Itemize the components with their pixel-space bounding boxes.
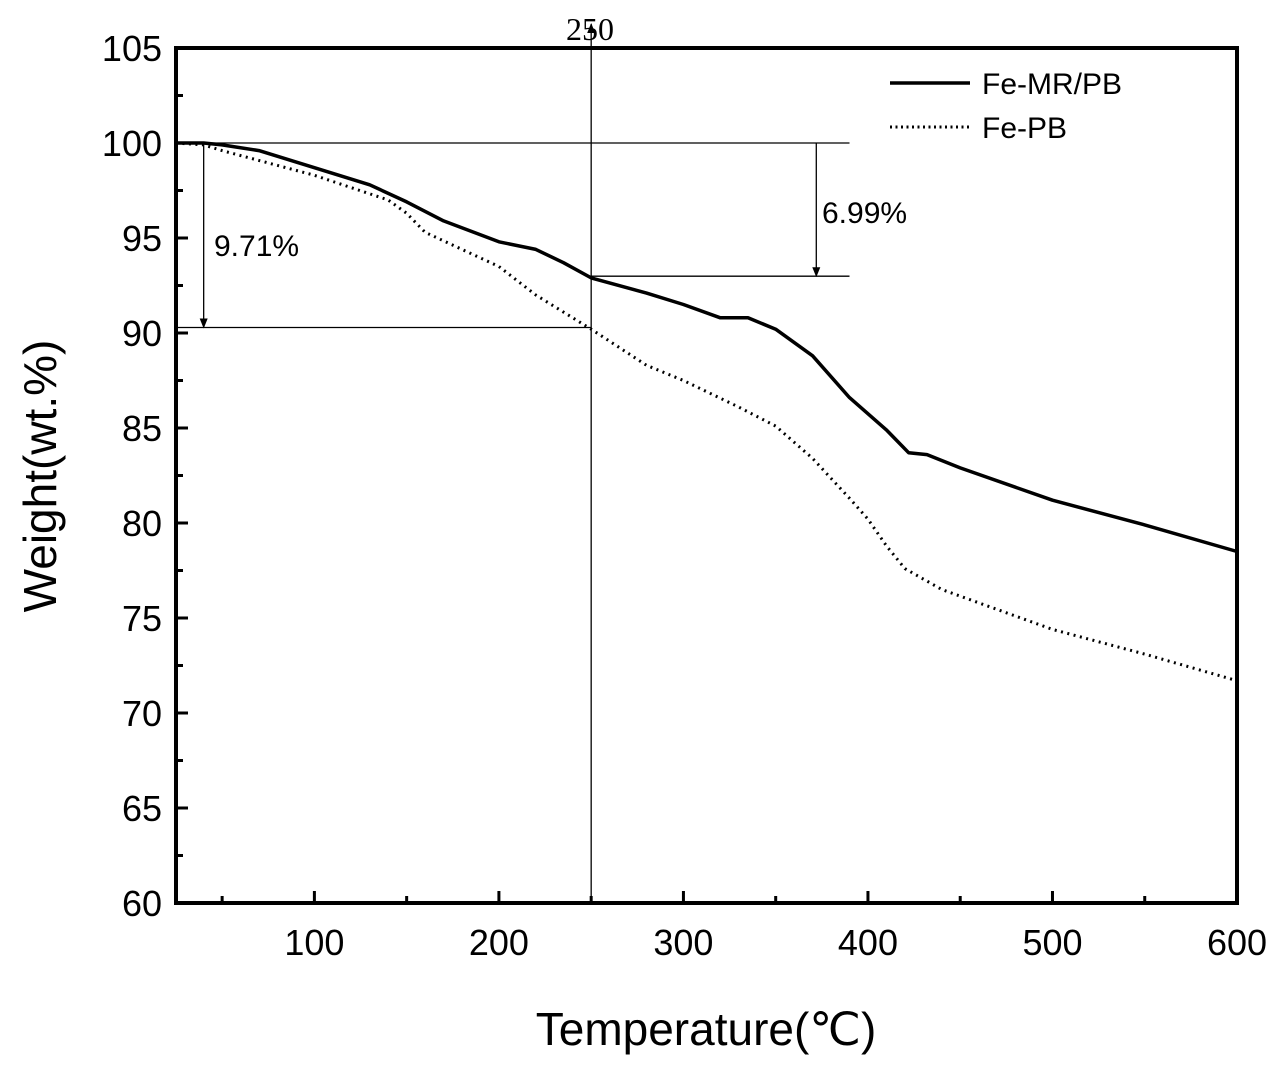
y-tick-label: 100 [102, 123, 162, 164]
x-tick-label: 600 [1207, 922, 1267, 963]
legend: Fe-MR/PB Fe-PB [890, 68, 1122, 145]
y-tick-label: 105 [102, 28, 162, 69]
series-line-fe-pb [175, 141, 1238, 683]
x-tick-label: 200 [469, 922, 529, 963]
legend-label-fe-pb: Fe-PB [982, 112, 1067, 145]
y-tick-label: 80 [122, 503, 162, 544]
x-tick-label: 400 [838, 922, 898, 963]
y-tick-label: 70 [122, 693, 162, 734]
y-tick-label: 85 [122, 408, 162, 449]
x-tick-label: 300 [653, 922, 713, 963]
annotations [176, 23, 850, 903]
y-tick-label: 75 [122, 598, 162, 639]
y-axis-label: Weight(wt.%) [14, 340, 66, 613]
x-axis-label: Temperature(℃) [536, 1003, 877, 1055]
axis-ticks: 100 200 300 400 500 600 60 65 70 75 80 85 90 95 100 105 [102, 28, 1267, 963]
series-line-fe-mr-pb [176, 141, 1238, 554]
loss-label-fe-pb: 9.71% [214, 230, 299, 263]
y-tick-label: 60 [122, 883, 162, 924]
x-tick-label: 500 [1022, 922, 1082, 963]
loss-label-fe-mr-pb: 6.99% [822, 197, 907, 230]
plot-frame [174, 46, 1239, 905]
y-tick-label: 95 [122, 218, 162, 259]
y-tick-label: 65 [122, 788, 162, 829]
series-group [175, 141, 1238, 683]
legend-label-fe-mr-pb: Fe-MR/PB [982, 68, 1122, 101]
x-tick-label: 100 [284, 922, 344, 963]
y-tick-label: 90 [122, 313, 162, 354]
vline-label: 250 [566, 11, 614, 47]
